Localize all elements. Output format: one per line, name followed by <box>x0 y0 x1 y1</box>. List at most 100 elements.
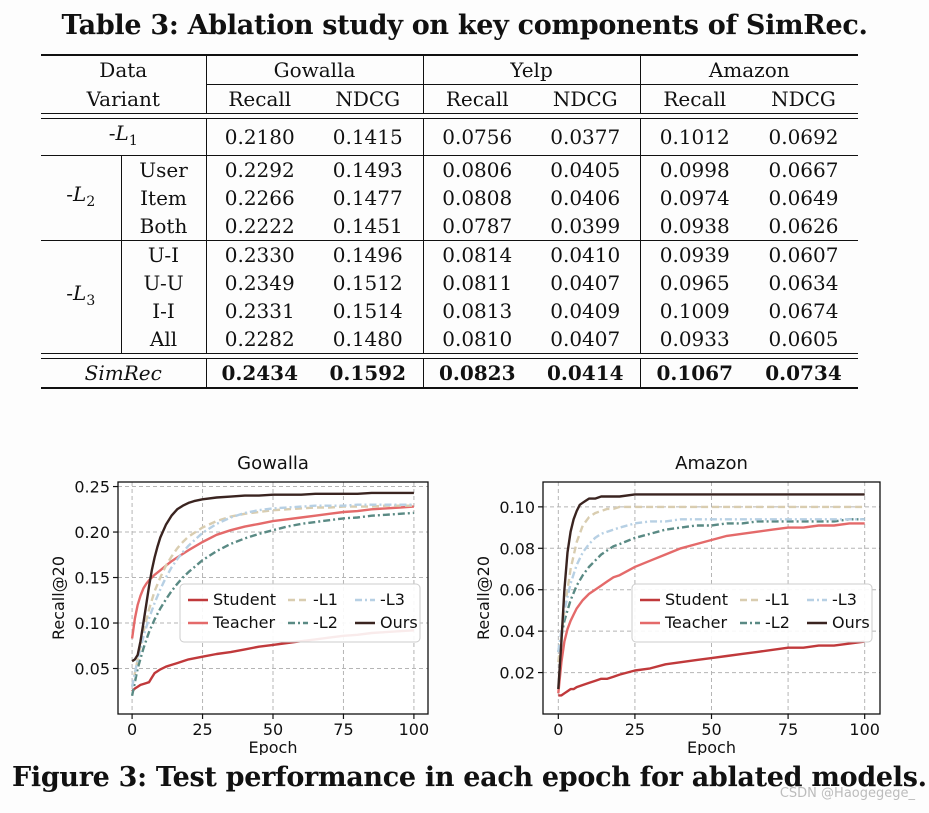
x-tick-label: 25 <box>625 720 645 739</box>
cell: 0.0998 <box>640 155 749 184</box>
x-axis-label: Epoch <box>687 738 736 755</box>
header-metric: NDCG <box>531 84 641 114</box>
x-tick-label: 50 <box>701 720 721 739</box>
cell: 0.0823 <box>423 358 531 389</box>
table-row: U-U 0.2349 0.1512 0.0811 0.0407 0.0965 0… <box>41 269 858 297</box>
legend-label: Student <box>665 590 728 609</box>
group-label-l3: -L3 <box>41 240 122 354</box>
y-axis-label: Recall@20 <box>49 556 68 640</box>
cell: 0.0634 <box>768 271 839 295</box>
legend-label: Teacher <box>664 613 727 632</box>
cell: 0.1009 <box>659 299 730 323</box>
y-tick-label: 0.05 <box>74 660 110 679</box>
variant-label: Item <box>121 184 207 212</box>
cell: 0.0674 <box>768 299 839 323</box>
cell: 0.0806 <box>423 155 531 184</box>
cell: 0.0605 <box>768 327 839 351</box>
header-metric: Recall <box>663 87 727 111</box>
cell: 0.2282 <box>224 327 295 351</box>
legend-label: -L2 <box>313 613 338 632</box>
series-line <box>130 503 414 687</box>
cell: 0.0692 <box>749 118 858 156</box>
cell: 0.0607 <box>749 240 858 269</box>
cell: 0.1451 <box>313 212 424 241</box>
cell: 0.0414 <box>531 358 641 389</box>
y-tick-label: 0.20 <box>74 523 110 542</box>
y-tick-label: 0.06 <box>499 581 535 600</box>
series-line <box>558 640 865 697</box>
cell: 0.2222 <box>224 214 295 238</box>
cell: 0.0409 <box>531 297 641 325</box>
header-dataset-yelp: Yelp <box>423 54 641 85</box>
cell: 0.0965 <box>659 271 730 295</box>
legend-label: Student <box>213 590 276 609</box>
y-tick-label: 0.02 <box>499 664 535 683</box>
legend-label: -L3 <box>832 590 857 609</box>
variant-label: U-U <box>121 269 207 297</box>
cell: 0.2330 <box>206 240 313 269</box>
cell: 0.0787 <box>442 214 513 238</box>
header-variant: Variant <box>41 84 207 114</box>
cell: 0.1592 <box>313 358 424 389</box>
header-dataset-gowalla: Gowalla <box>206 54 424 85</box>
y-tick-label: 0.04 <box>499 622 535 641</box>
cell: 0.0974 <box>659 186 730 210</box>
header-data: Data <box>41 54 207 85</box>
legend-label: -L3 <box>380 590 405 609</box>
cell: 0.2292 <box>206 155 313 184</box>
y-tick-label: 0.08 <box>499 539 535 558</box>
cell: 0.1514 <box>313 297 424 325</box>
cell: 0.1012 <box>640 118 749 156</box>
figure-caption: Figure 3: Test performance in each epoch… <box>12 762 927 793</box>
series-line <box>557 518 865 653</box>
cell: 0.0814 <box>423 240 531 269</box>
cell: 0.1496 <box>313 240 424 269</box>
cell: 0.1415 <box>313 118 424 156</box>
cell: 0.0938 <box>659 214 730 238</box>
cell: 0.0813 <box>442 299 513 323</box>
cell: 0.0407 <box>531 325 641 354</box>
x-tick-label: 50 <box>263 720 283 739</box>
series-line <box>130 505 414 639</box>
y-tick-label: 0.15 <box>74 569 110 588</box>
cell: 0.0377 <box>531 118 641 156</box>
table-row: -L3 U-I 0.2330 0.1496 0.0814 0.0410 0.09… <box>41 240 858 354</box>
cell: 0.1067 <box>640 358 749 389</box>
legend-label: -L2 <box>765 613 790 632</box>
series-line <box>557 522 865 694</box>
header-metric: Recall <box>445 87 509 111</box>
x-tick-label: 100 <box>399 720 430 739</box>
x-tick-label: 75 <box>333 720 353 739</box>
cell: 0.0734 <box>749 358 858 389</box>
legend-label: Teacher <box>212 613 275 632</box>
cell: 0.1512 <box>313 269 424 297</box>
chart-amazon: 0 25 50 75 100 0.02 0.04 0.06 0.08 0.10 Amazon Epoc… <box>474 453 881 755</box>
x-tick-label: 75 <box>778 720 798 739</box>
cell: 0.0808 <box>442 186 513 210</box>
legend-label: Ours <box>832 613 870 632</box>
cell: 0.1493 <box>313 155 424 184</box>
ablation-table: Data Gowalla Yelp Amazon Variant Recall … <box>41 54 858 389</box>
table-row: Both 0.2222 0.1451 0.0787 0.0399 0.0938 … <box>41 212 858 241</box>
cell: 0.2349 <box>224 271 295 295</box>
cell: 0.0405 <box>531 155 641 184</box>
legend-box <box>631 583 873 643</box>
x-tick-label: 0 <box>553 720 563 739</box>
series-line <box>131 491 414 663</box>
x-axis-label: Epoch <box>249 738 298 755</box>
cell: 0.0649 <box>768 186 839 210</box>
table-row-simrec: SimRec 0.2434 0.1592 0.0823 0.0414 0.106… <box>41 358 858 389</box>
legend-label: Ours <box>380 613 418 632</box>
header-dataset-amazon: Amazon <box>640 54 858 85</box>
y-tick-label: 0.10 <box>74 614 110 633</box>
table-row: -L2 User 0.2292 0.1493 0.0806 0.0405 0.0… <box>41 155 858 241</box>
y-tick-label: 0.10 <box>499 498 535 517</box>
x-tick-label: 100 <box>849 720 880 739</box>
chart-title: Amazon <box>675 453 748 474</box>
cell: 0.0933 <box>659 327 730 351</box>
cell: 0.0407 <box>531 269 641 297</box>
chart-title: Gowalla <box>237 453 309 474</box>
table-row: All 0.2282 0.1480 0.0810 0.0407 0.0933 0… <box>41 325 858 354</box>
variant-label: I-I <box>121 297 207 325</box>
series-line <box>557 518 865 653</box>
